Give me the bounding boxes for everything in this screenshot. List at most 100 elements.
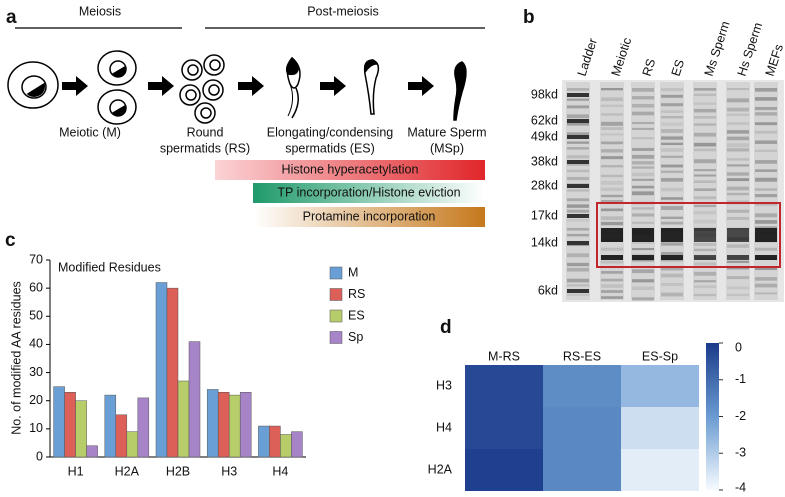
bar bbox=[177, 380, 190, 458]
band bbox=[694, 180, 716, 184]
band bbox=[601, 221, 623, 226]
band bbox=[567, 169, 589, 173]
bar bbox=[75, 400, 87, 458]
band bbox=[567, 198, 589, 202]
band bbox=[727, 255, 749, 260]
band bbox=[755, 169, 777, 172]
band bbox=[567, 147, 589, 150]
band bbox=[727, 228, 749, 235]
band bbox=[727, 98, 749, 103]
arrows bbox=[62, 76, 434, 96]
band bbox=[601, 255, 623, 260]
band bbox=[661, 267, 683, 271]
band bbox=[727, 209, 749, 213]
band bbox=[755, 228, 777, 235]
band bbox=[727, 293, 749, 297]
bar bbox=[104, 394, 117, 458]
gel-bands bbox=[566, 82, 778, 301]
band bbox=[601, 260, 623, 264]
band bbox=[694, 248, 716, 252]
band bbox=[632, 255, 654, 260]
band bbox=[601, 180, 623, 185]
legend-swatch bbox=[329, 288, 343, 301]
lane bbox=[726, 82, 750, 300]
band bbox=[567, 163, 589, 166]
band bbox=[694, 255, 716, 260]
band bbox=[567, 184, 589, 188]
y-axis-label: No. of modified AA residues bbox=[9, 281, 23, 435]
panel-letter: d bbox=[440, 317, 452, 338]
band bbox=[727, 216, 749, 220]
stage-label: spermatids (ES) bbox=[285, 141, 375, 155]
column-label: ES-Sp bbox=[642, 349, 678, 363]
band bbox=[567, 262, 589, 267]
colorbar-tick-label: -2 bbox=[735, 409, 746, 423]
row-label: H3 bbox=[436, 378, 452, 392]
phase-label: Post-meiosis bbox=[307, 4, 379, 18]
band bbox=[755, 220, 777, 224]
band bbox=[601, 194, 623, 198]
band bbox=[632, 103, 654, 108]
band bbox=[694, 159, 716, 164]
band bbox=[567, 241, 589, 245]
panel-letter: a bbox=[6, 7, 17, 28]
band bbox=[755, 283, 777, 288]
band bbox=[694, 210, 716, 215]
band bbox=[601, 133, 623, 136]
band bbox=[694, 196, 716, 200]
heatmap-cell bbox=[465, 365, 543, 407]
lane bbox=[754, 82, 778, 300]
panel-letter: c bbox=[5, 230, 16, 251]
phase-label: Meiosis bbox=[79, 4, 121, 18]
column-label: M-RS bbox=[488, 349, 520, 363]
bar bbox=[188, 341, 201, 458]
band bbox=[632, 191, 654, 196]
band bbox=[567, 176, 589, 181]
band bbox=[632, 259, 654, 262]
band bbox=[755, 149, 777, 152]
band bbox=[694, 116, 716, 119]
band bbox=[661, 94, 683, 98]
process-bar bbox=[253, 183, 485, 203]
stage-label: (MSp) bbox=[430, 141, 464, 155]
band bbox=[601, 141, 623, 145]
band bbox=[567, 135, 589, 139]
band bbox=[661, 251, 683, 256]
band bbox=[755, 193, 777, 198]
band bbox=[601, 104, 623, 107]
band bbox=[632, 235, 654, 242]
band bbox=[661, 110, 683, 113]
band bbox=[694, 228, 716, 235]
band bbox=[727, 178, 749, 182]
row-label: H2A bbox=[428, 462, 453, 476]
band bbox=[661, 155, 683, 158]
stage-label: Mature Sperm bbox=[407, 125, 486, 139]
band bbox=[567, 141, 589, 144]
band bbox=[727, 172, 749, 176]
heatmap-cell bbox=[465, 407, 543, 449]
heatmap-cell bbox=[543, 449, 621, 491]
band bbox=[694, 88, 716, 91]
band bbox=[694, 280, 716, 283]
band bbox=[567, 160, 589, 164]
band bbox=[601, 113, 623, 116]
band bbox=[661, 136, 683, 140]
band bbox=[661, 273, 683, 278]
band bbox=[567, 209, 589, 213]
band bbox=[755, 235, 777, 242]
heatmap-cell bbox=[543, 407, 621, 449]
band bbox=[755, 106, 777, 111]
heatmap-cell bbox=[543, 365, 621, 407]
band bbox=[601, 228, 623, 235]
band bbox=[632, 207, 654, 210]
band bbox=[694, 242, 716, 246]
band bbox=[632, 147, 654, 151]
band bbox=[694, 235, 716, 242]
band bbox=[661, 170, 683, 173]
band bbox=[694, 219, 716, 224]
colorbar-tick-label: -3 bbox=[735, 446, 746, 460]
bar bbox=[228, 394, 241, 458]
band bbox=[601, 187, 623, 192]
band bbox=[601, 149, 623, 153]
